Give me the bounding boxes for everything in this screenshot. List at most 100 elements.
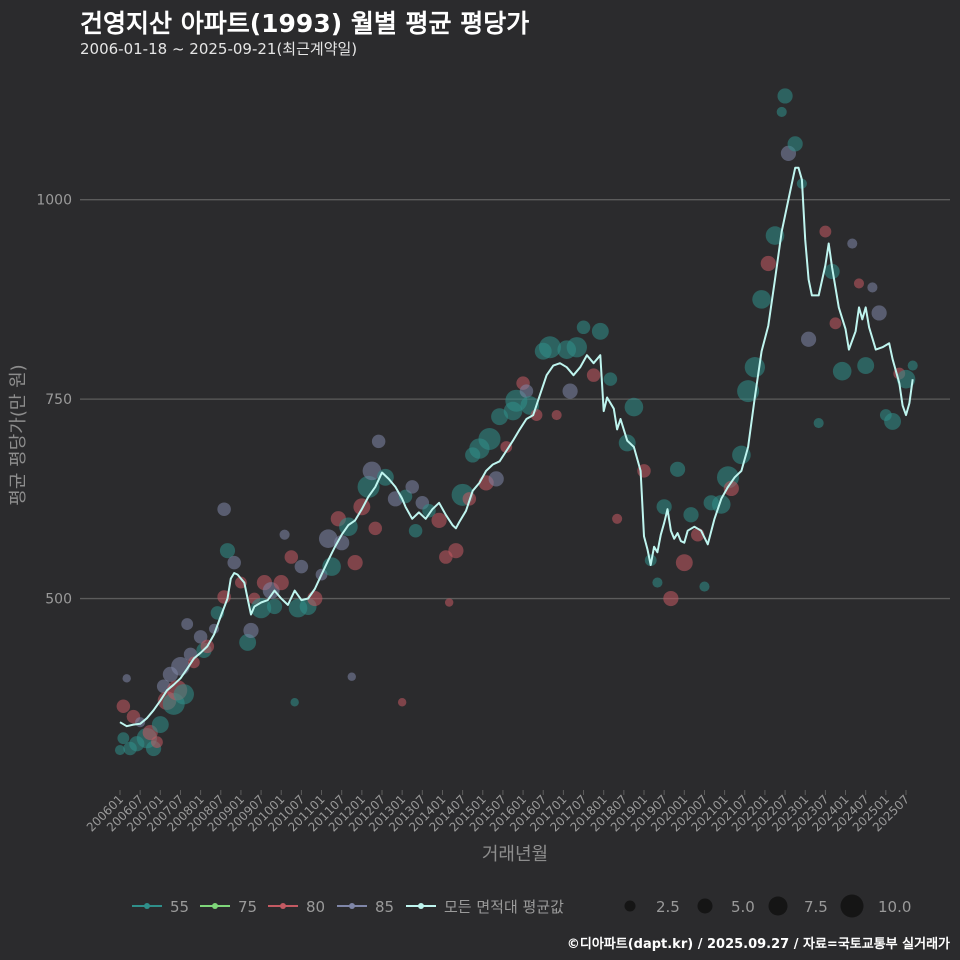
- data-point: [562, 383, 578, 399]
- legend-label: 모든 면적대 평균값: [444, 898, 564, 916]
- data-point: [656, 499, 672, 515]
- data-point: [787, 136, 803, 152]
- data-point: [847, 238, 858, 249]
- legend-swatch-dot: [280, 903, 286, 909]
- data-point: [732, 445, 751, 465]
- scatter-points: [114, 88, 918, 757]
- data-point: [683, 507, 699, 523]
- legend-size-label: 2.5: [656, 898, 680, 916]
- data-point: [408, 523, 423, 538]
- average-line: [119, 166, 914, 728]
- data-point: [612, 513, 623, 524]
- legend-swatch-dot: [349, 903, 355, 909]
- data-point: [217, 502, 231, 516]
- y-tick-label: 500: [45, 592, 72, 608]
- chart-title: 건영지산 아파트(1993) 월별 평균 평당가: [80, 9, 530, 38]
- data-point: [603, 372, 618, 386]
- y-tick-labels: 500 750 1000: [36, 193, 72, 608]
- data-point: [294, 559, 309, 574]
- data-point: [448, 543, 464, 559]
- data-point: [760, 255, 776, 272]
- data-point: [832, 361, 852, 381]
- data-point: [151, 736, 163, 749]
- source-footer: ©디아파트(dapt.kr) / 2025.09.27 / 자료=국토교통부 실…: [566, 937, 950, 952]
- data-point: [551, 410, 562, 421]
- data-point: [737, 380, 760, 403]
- data-point: [829, 317, 842, 330]
- legend-swatch-dot: [144, 903, 150, 909]
- data-point: [243, 622, 259, 639]
- data-point: [663, 590, 679, 607]
- data-point: [181, 618, 194, 630]
- data-point: [896, 369, 916, 389]
- data-point: [853, 278, 865, 289]
- data-point: [857, 357, 875, 375]
- data-point: [723, 480, 739, 497]
- data-point: [907, 360, 918, 371]
- data-point: [478, 427, 501, 450]
- data-point: [776, 106, 787, 117]
- data-point: [273, 574, 289, 591]
- data-point: [519, 384, 534, 398]
- data-point: [307, 590, 323, 607]
- data-point: [675, 554, 693, 572]
- data-point: [362, 461, 382, 481]
- x-axis-label: 거래년월: [482, 844, 548, 865]
- y-axis-label: 평균 평당가(만 원): [8, 364, 29, 505]
- data-point: [500, 441, 513, 453]
- data-point: [151, 716, 169, 734]
- chart-subtitle: 2006-01-18 ~ 2025-09-21(최근계약일): [80, 40, 358, 58]
- x-tick-labels: 2006012006072007012007072008012008072009…: [84, 790, 912, 835]
- data-point: [431, 512, 447, 528]
- data-point: [405, 480, 419, 494]
- data-point: [279, 529, 290, 540]
- legend-size-label: 10.0: [878, 898, 911, 916]
- data-point: [397, 698, 407, 707]
- legend-swatch-dot: [212, 903, 218, 909]
- data-point: [488, 471, 504, 487]
- data-point: [422, 504, 436, 518]
- average-line-layer: [119, 166, 914, 728]
- data-point: [744, 357, 765, 378]
- data-point: [239, 633, 257, 651]
- data-point: [368, 521, 383, 536]
- legend-label: 55: [170, 898, 189, 916]
- data-point: [284, 550, 299, 564]
- data-point: [566, 337, 587, 358]
- data-point: [777, 88, 793, 104]
- data-point: [813, 417, 824, 429]
- legend-size-label: 7.5: [804, 898, 828, 916]
- data-point: [867, 282, 878, 293]
- legend-label: 75: [238, 898, 257, 916]
- data-point: [135, 717, 146, 728]
- legend-size-label: 5.0: [731, 898, 755, 916]
- data-point: [193, 630, 208, 644]
- y-tick-label: 1000: [36, 193, 72, 209]
- data-point: [652, 577, 663, 588]
- data-point: [624, 397, 644, 417]
- data-point: [586, 368, 601, 382]
- legend-size-dot: [624, 900, 636, 912]
- legend-label: 80: [306, 898, 325, 916]
- legend-size-dot: [697, 898, 713, 914]
- data-point: [318, 529, 338, 549]
- data-point: [122, 674, 131, 683]
- legend-swatch-dot: [418, 903, 424, 909]
- data-point: [591, 322, 609, 340]
- data-point: [371, 434, 386, 449]
- data-point: [347, 672, 356, 681]
- data-point: [576, 320, 591, 335]
- data-point: [884, 412, 902, 430]
- data-point: [491, 408, 509, 426]
- data-point: [819, 225, 832, 238]
- legend-size-dot: [768, 896, 788, 916]
- data-point: [219, 543, 236, 559]
- data-point: [334, 535, 350, 551]
- data-point: [538, 336, 561, 359]
- data-point: [871, 305, 887, 321]
- data-point: [669, 461, 686, 477]
- data-point: [250, 597, 272, 619]
- data-point: [173, 684, 194, 705]
- data-point: [290, 698, 299, 707]
